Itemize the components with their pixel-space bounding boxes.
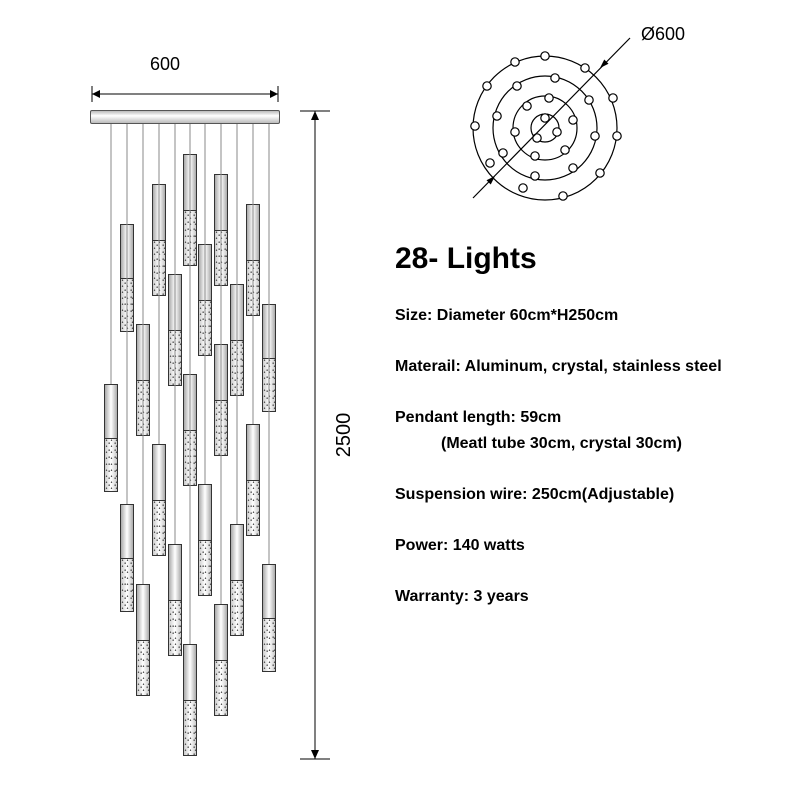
top-view-diagram: Ø600 (455, 28, 665, 208)
spec-material: Materail: Aluminum, crystal, stainless s… (395, 357, 775, 378)
spec-warranty: Warranty: 3 years (395, 587, 775, 608)
product-title: 28- Lights (395, 242, 775, 276)
spec-pendant-sub: (Meatl tube 30cm, crystal 30cm) (441, 434, 775, 455)
diameter-label: Ø600 (641, 24, 685, 45)
ceiling-canopy (90, 110, 280, 124)
height-dimension: 2500 (300, 110, 360, 760)
side-elevation-diagram: 600 2500 (40, 60, 370, 760)
spec-pendant-length: Pendant length: 59cm (395, 408, 775, 429)
spec-panel: Ø600 28- Lights Size: Diameter 60cm*H250… (395, 28, 775, 608)
pendant-group (90, 124, 280, 764)
height-dimension-label: 2500 (333, 413, 356, 458)
top-view-svg (455, 28, 665, 208)
spec-size: Size: Diameter 60cm*H250cm (395, 306, 775, 327)
spec-suspension: Suspension wire: 250cm(Adjustable) (395, 485, 775, 506)
width-dimension-label: 600 (150, 54, 180, 75)
spec-power: Power: 140 watts (395, 536, 775, 557)
width-dimension-line (90, 84, 280, 104)
